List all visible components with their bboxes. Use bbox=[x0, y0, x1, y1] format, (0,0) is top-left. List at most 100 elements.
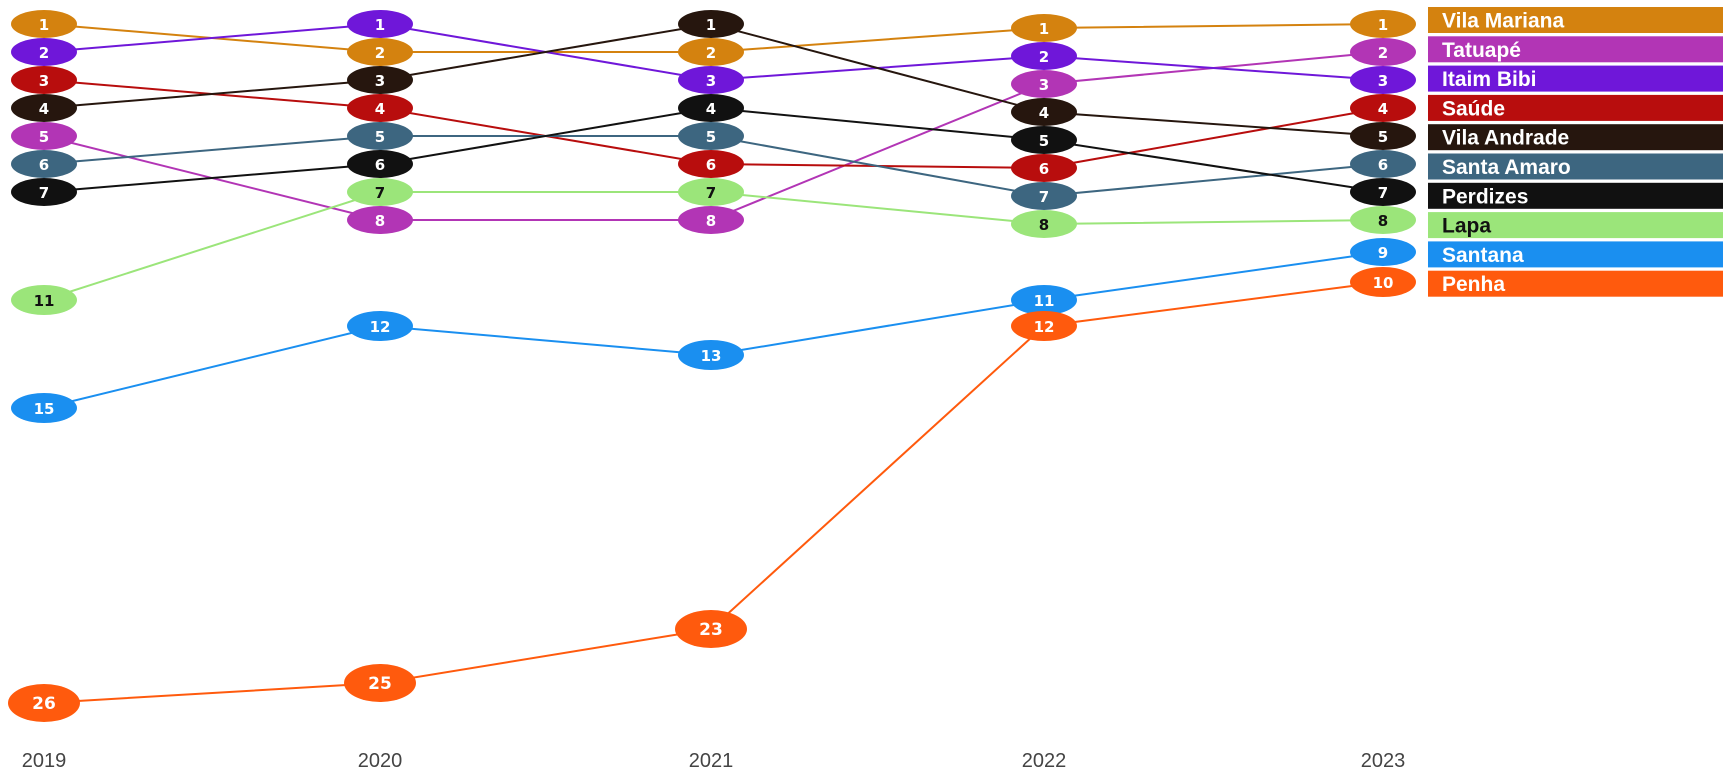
legend-swatch bbox=[1428, 7, 1723, 33]
legend-label: Santana bbox=[1442, 244, 1524, 267]
rank-marker-vila-mariana-2021: 2 bbox=[678, 38, 744, 66]
rank-marker-label: 7 bbox=[39, 184, 49, 202]
rank-marker-vila-mariana-2020: 2 bbox=[347, 38, 413, 66]
legend-item-saude: Saúde bbox=[1428, 94, 1723, 121]
rank-marker-saude-2019: 3 bbox=[11, 66, 77, 94]
legend-swatch bbox=[1428, 241, 1723, 268]
rank-marker-shape bbox=[344, 664, 416, 702]
rank-marker-label: 23 bbox=[699, 620, 723, 640]
rank-marker-label: 7 bbox=[375, 184, 385, 202]
rank-marker-perdizes-2022: 5 bbox=[1011, 126, 1077, 154]
rank-marker-vila-andrade-2020: 3 bbox=[347, 66, 413, 94]
rank-marker-label: 3 bbox=[39, 72, 49, 90]
rank-marker-label: 6 bbox=[39, 156, 49, 174]
rank-marker-shape bbox=[347, 94, 413, 122]
rank-marker-shape bbox=[1011, 42, 1077, 70]
rank-marker-shape bbox=[347, 311, 413, 341]
rank-marker-shape bbox=[347, 122, 413, 150]
rank-marker-santa-amaro-2019: 6 bbox=[11, 150, 77, 178]
rank-marker-shape bbox=[1011, 98, 1077, 126]
rank-marker-label: 15 bbox=[34, 400, 55, 418]
rank-marker-shape bbox=[347, 66, 413, 94]
rank-marker-shape bbox=[8, 684, 80, 722]
rank-marker-shape bbox=[678, 178, 744, 206]
rank-marker-shape bbox=[347, 10, 413, 38]
rank-marker-label: 4 bbox=[39, 100, 49, 118]
rank-marker-saude-2020: 4 bbox=[347, 94, 413, 122]
rank-marker-tatuape-2021: 8 bbox=[678, 206, 744, 234]
rank-marker-label: 5 bbox=[706, 128, 716, 146]
rank-marker-shape bbox=[1350, 238, 1416, 266]
rank-marker-label: 5 bbox=[1378, 128, 1388, 146]
rank-marker-santa-amaro-2021: 5 bbox=[678, 122, 744, 150]
legend-swatch bbox=[1428, 65, 1723, 92]
rank-marker-perdizes-2019: 7 bbox=[11, 178, 77, 206]
rank-marker-label: 9 bbox=[1378, 244, 1388, 262]
rank-marker-penha-2019: 26 bbox=[8, 684, 80, 722]
rank-marker-shape bbox=[1350, 178, 1416, 206]
rank-marker-label: 8 bbox=[1039, 216, 1049, 234]
rank-marker-label: 2 bbox=[375, 44, 385, 62]
rank-marker-vila-mariana-2023: 1 bbox=[1350, 10, 1416, 38]
rank-marker-shape bbox=[1350, 206, 1416, 234]
rank-marker-shape bbox=[1350, 38, 1416, 66]
rank-marker-label: 3 bbox=[375, 72, 385, 90]
x-tick-2021: 2021 bbox=[689, 750, 734, 770]
rank-marker-penha-2021: 23 bbox=[675, 610, 747, 648]
rank-marker-lapa-2019: 11 bbox=[11, 285, 77, 315]
rank-marker-label: 5 bbox=[375, 128, 385, 146]
rank-marker-shape bbox=[347, 38, 413, 66]
rank-marker-label: 1 bbox=[39, 16, 49, 34]
legend-item-santana: Santana bbox=[1428, 241, 1723, 268]
rank-marker-penha-2023: 10 bbox=[1350, 267, 1416, 297]
rank-marker-label: 4 bbox=[375, 100, 385, 118]
rank-marker-lapa-2023: 8 bbox=[1350, 206, 1416, 234]
rank-marker-shape bbox=[1350, 10, 1416, 38]
rank-marker-label: 6 bbox=[1378, 156, 1388, 174]
rank-marker-santana-2023: 9 bbox=[1350, 238, 1416, 266]
rank-marker-shape bbox=[1350, 122, 1416, 150]
rank-marker-santana-2021: 13 bbox=[678, 340, 744, 370]
rank-marker-lapa-2022: 8 bbox=[1011, 210, 1077, 238]
rank-marker-shape bbox=[1011, 70, 1077, 98]
legend-item-penha: Penha bbox=[1428, 270, 1723, 297]
legend-label: Lapa bbox=[1442, 215, 1491, 238]
rank-marker-shape bbox=[347, 206, 413, 234]
rank-marker-itaim-bibi-2019: 2 bbox=[11, 38, 77, 66]
rank-marker-label: 6 bbox=[375, 156, 385, 174]
rank-marker-shape bbox=[678, 38, 744, 66]
rank-marker-shape bbox=[347, 178, 413, 206]
rank-marker-vila-mariana-2019: 1 bbox=[11, 10, 77, 38]
rank-marker-shape bbox=[347, 150, 413, 178]
rank-marker-label: 2 bbox=[1039, 48, 1049, 66]
rank-marker-shape bbox=[1011, 285, 1077, 315]
rank-marker-label: 7 bbox=[1378, 184, 1388, 202]
series-line-santana bbox=[43, 251, 1384, 409]
legend-label: Penha bbox=[1442, 273, 1505, 296]
legend: Vila Mariana Tatuapé Itaim Bibi Saúde Vila A… bbox=[1428, 7, 1723, 297]
legend-item-vila-andrade: Vila Andrade bbox=[1428, 124, 1723, 151]
rank-marker-label: 7 bbox=[1039, 188, 1049, 206]
rank-marker-shape bbox=[1350, 66, 1416, 94]
rank-marker-shape bbox=[11, 178, 77, 206]
legend-label: Vila Andrade bbox=[1442, 127, 1569, 150]
rank-marker-shape bbox=[1011, 154, 1077, 182]
rank-marker-shape bbox=[1350, 150, 1416, 178]
rank-marker-label: 26 bbox=[32, 694, 56, 714]
legend-label: Itaim Bibi bbox=[1442, 68, 1537, 91]
legend-item-perdizes: Perdizes bbox=[1428, 182, 1723, 209]
rank-marker-shape bbox=[678, 94, 744, 122]
rank-marker-itaim-bibi-2022: 2 bbox=[1011, 42, 1077, 70]
rank-marker-tatuape-2023: 2 bbox=[1350, 38, 1416, 66]
rank-marker-itaim-bibi-2021: 3 bbox=[678, 66, 744, 94]
rank-marker-label: 5 bbox=[1039, 132, 1049, 150]
rank-marker-tatuape-2019: 5 bbox=[11, 122, 77, 150]
rank-marker-label: 6 bbox=[1039, 160, 1049, 178]
rank-marker-label: 2 bbox=[1378, 44, 1388, 62]
rank-marker-penha-2020: 25 bbox=[344, 664, 416, 702]
rank-marker-shape bbox=[678, 340, 744, 370]
rank-marker-perdizes-2023: 7 bbox=[1350, 178, 1416, 206]
rank-marker-shape bbox=[1350, 94, 1416, 122]
legend-item-tatuape: Tatuapé bbox=[1428, 36, 1723, 63]
rank-marker-santa-amaro-2020: 5 bbox=[347, 122, 413, 150]
